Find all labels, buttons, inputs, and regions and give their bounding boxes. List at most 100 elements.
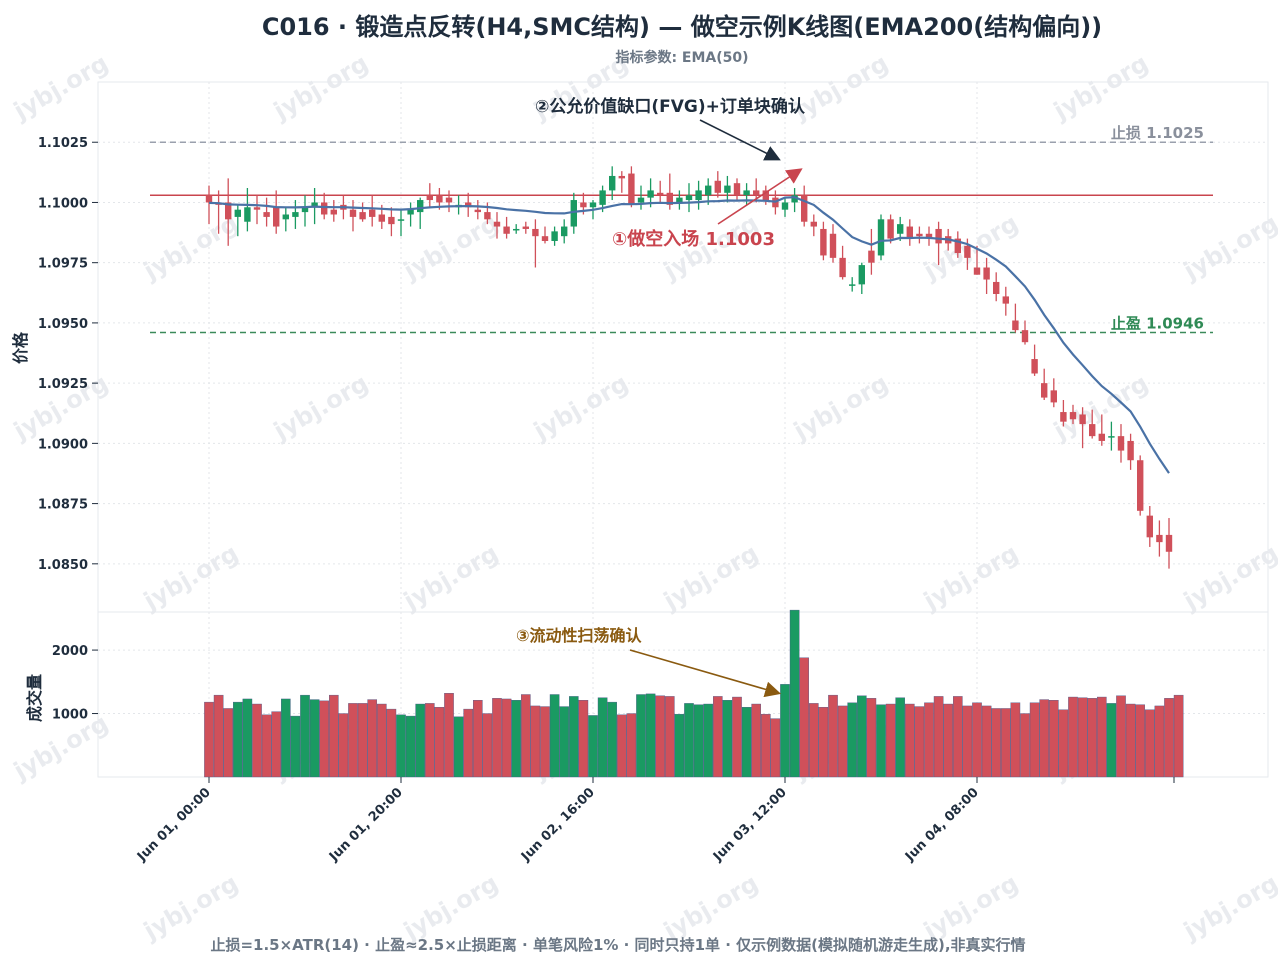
volume-bar	[1087, 698, 1097, 778]
candle-body	[484, 212, 491, 220]
volume-bar	[857, 695, 867, 778]
volume-bar	[338, 713, 349, 778]
candle-body	[589, 202, 597, 208]
price-tick-label: 1.0875	[38, 498, 88, 513]
volume-bar	[751, 703, 761, 778]
time-tick-label: Jun 02, 16:00	[518, 785, 598, 865]
volume-bar	[837, 705, 848, 778]
volume-bar	[1020, 713, 1030, 778]
volume-bar	[290, 715, 301, 778]
price-axis-label: 价格	[11, 331, 30, 364]
volume-bar	[425, 703, 435, 778]
watermark-text: jybj.org	[138, 539, 243, 616]
candle-body	[378, 214, 385, 222]
watermark-text: jybj.org	[918, 539, 1023, 616]
candle-body	[666, 192, 673, 205]
candle-body	[1146, 515, 1153, 538]
watermark-text: jybj.org	[138, 869, 243, 946]
fvg-arrow	[699, 119, 781, 161]
candle-body	[225, 202, 232, 220]
volume-bar	[1001, 708, 1011, 778]
volume-tick-label: 2000	[52, 644, 88, 659]
volume-bar	[348, 703, 358, 778]
candle-body	[349, 209, 357, 217]
liquidity-arrow	[629, 649, 782, 698]
candle-body	[810, 221, 817, 227]
volume-bar	[252, 703, 262, 778]
volume-axis: 1000 2000	[52, 644, 98, 723]
candle-body	[714, 180, 721, 193]
volume-bar	[232, 701, 243, 778]
candle-body	[561, 226, 568, 237]
volume-bar	[223, 708, 234, 778]
take-profit-label: 止盈 1.0946	[1111, 315, 1204, 333]
candle-body	[781, 202, 789, 210]
footer-note: 止损=1.5×ATR(14) · 止盈≈2.5×止损距离 · 单笔风险1% · …	[210, 936, 1025, 954]
volume-bar	[444, 693, 454, 778]
candle-body	[474, 209, 481, 213]
candle-body	[685, 195, 693, 201]
candle-body	[513, 228, 520, 231]
volume-bar	[530, 705, 541, 778]
volume-bar	[1010, 702, 1021, 778]
volume-bar	[981, 705, 992, 778]
liquidity-annotation: ③流动性扫荡确认	[516, 626, 643, 645]
candle-body	[916, 233, 923, 237]
volume-bar	[607, 701, 617, 778]
volume-bar	[377, 703, 387, 778]
candle-body	[1089, 424, 1096, 437]
volume-bar	[780, 684, 790, 778]
fvg-annotation: ②公允价值缺口(FVG)+订单块确认	[535, 96, 806, 117]
volume-bar	[319, 700, 330, 778]
watermark-text: jybj.org	[1048, 49, 1153, 126]
volume-bar	[741, 706, 752, 778]
candle-body	[253, 207, 261, 210]
volume-axis-label: 成交量	[25, 674, 44, 722]
price-tick-label: 1.1025	[38, 136, 88, 151]
volume-bar	[405, 715, 416, 778]
volume-bar	[511, 700, 522, 778]
candle-body	[935, 228, 942, 244]
volume-bar	[1154, 705, 1165, 778]
volume-bar	[732, 696, 742, 778]
volume-bar	[357, 703, 368, 778]
volume-bar	[242, 698, 253, 778]
volume-bar	[703, 703, 713, 778]
candle-body	[359, 212, 366, 220]
price-tick-label: 1.1000	[38, 196, 88, 211]
volume-bar	[1058, 709, 1069, 778]
candle-body	[858, 265, 865, 285]
volume-bar	[396, 714, 406, 778]
volume-bar	[386, 708, 397, 778]
volume-bar	[1106, 703, 1117, 778]
watermark-text: jybj.org	[1178, 539, 1278, 616]
candle-body	[541, 236, 549, 241]
candle-body	[695, 190, 702, 201]
volume-bar	[1135, 704, 1145, 778]
candle-body	[388, 216, 395, 225]
volume-bar	[933, 696, 944, 778]
candle-body	[791, 195, 798, 203]
candle-body	[637, 197, 645, 203]
candle-body	[436, 195, 443, 203]
volume-bar	[885, 703, 896, 778]
volume-bar	[847, 702, 857, 778]
volume-bar	[367, 699, 378, 778]
volume-bar	[809, 703, 819, 778]
volume-bar	[578, 700, 589, 778]
volume-bar	[204, 701, 214, 778]
candle-body	[205, 195, 213, 203]
candle-body	[292, 212, 299, 217]
candle-body	[647, 190, 654, 198]
candle-body	[1069, 412, 1077, 420]
time-tick-label: Jun 04, 08:00	[902, 785, 982, 865]
candle-body	[1108, 436, 1115, 438]
volume-series	[204, 609, 1184, 778]
volume-bar	[713, 696, 723, 778]
volume-bar	[453, 716, 464, 778]
candle-body	[705, 185, 712, 196]
candle-body	[925, 233, 933, 239]
candle-body	[1021, 330, 1029, 343]
candle-body	[762, 190, 769, 201]
